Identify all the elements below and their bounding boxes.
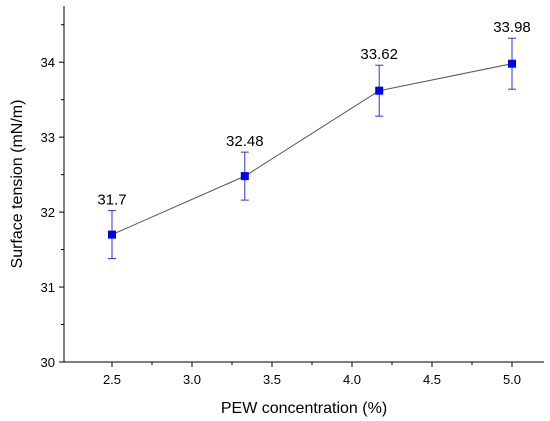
data-label: 31.7 — [97, 192, 126, 209]
data-point — [240, 172, 249, 181]
y-tick-label: 32 — [41, 205, 55, 220]
data-label: 33.62 — [360, 46, 398, 63]
y-tick-label: 30 — [41, 355, 55, 370]
y-tick-label: 31 — [41, 280, 55, 295]
x-tick-label: 5.0 — [503, 372, 521, 387]
data-label: 33.98 — [493, 19, 531, 36]
y-tick-label: 34 — [41, 55, 55, 70]
x-axis-title: PEW concentration (%) — [221, 400, 387, 417]
data-point — [108, 230, 116, 239]
x-tick-label: 2.5 — [103, 372, 121, 387]
plot-area: 31.7 32.48 33.62 33.98 — [97, 19, 531, 260]
x-tick-label: 3.5 — [263, 372, 281, 387]
axes: 2.5 3.0 3.5 4.0 4.5 5.0 30 31 32 33 34 — [41, 6, 544, 387]
data-label: 32.48 — [226, 133, 264, 150]
y-tick-label: 33 — [41, 130, 55, 145]
y-axis-title: Surface tension (mN/m) — [9, 100, 26, 269]
x-tick-label: 4.5 — [423, 372, 441, 387]
x-tick-label: 4.0 — [343, 372, 361, 387]
data-point — [508, 59, 516, 68]
data-point — [375, 86, 384, 95]
series-line — [111, 63, 513, 236]
x-tick-label: 3.0 — [183, 372, 201, 387]
